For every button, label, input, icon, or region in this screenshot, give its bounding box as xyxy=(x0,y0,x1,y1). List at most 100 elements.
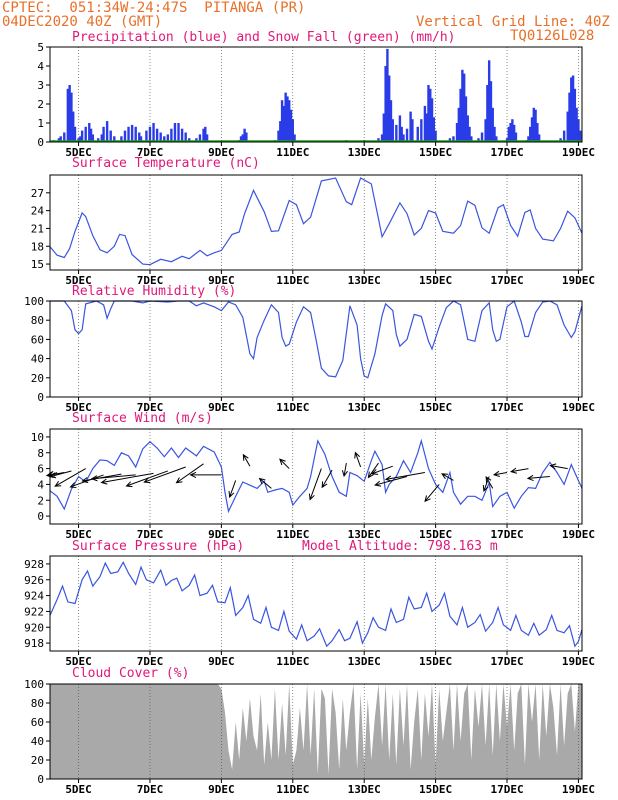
wind-arrow xyxy=(54,468,86,487)
x-tick-label: 9DEC xyxy=(208,401,235,414)
x-tick-label: 11DEC xyxy=(276,783,309,796)
x-tick-label: 5DEC xyxy=(65,783,92,796)
wind-arrow xyxy=(100,472,154,485)
precip-bar xyxy=(79,136,82,142)
precip-bar xyxy=(530,117,534,142)
precip-bar xyxy=(387,75,391,142)
precip-bar xyxy=(70,92,73,142)
x-tick-label: 13DEC xyxy=(348,274,381,287)
wind-arrow xyxy=(509,467,529,474)
y-tick-label: 15 xyxy=(31,258,44,271)
precip-bar xyxy=(173,123,177,142)
x-tick-label: 15DEC xyxy=(419,401,452,414)
x-tick-label: 19DEC xyxy=(562,783,595,796)
precip-bar xyxy=(455,123,459,142)
wind-arrow xyxy=(143,466,186,484)
precip-bar xyxy=(507,126,511,142)
precip-bar xyxy=(489,81,493,142)
panel-title-temperature: Surface Temperature (nC) xyxy=(72,156,260,171)
x-tick-label: 17DEC xyxy=(490,401,523,414)
x-tick-label: 15DEC xyxy=(419,528,452,541)
panel-frame xyxy=(49,555,583,652)
precip-bar xyxy=(57,138,61,142)
panel-title-wind: Surface Wind (m/s) xyxy=(72,411,213,426)
wind-arrow xyxy=(371,465,393,475)
precip-bar xyxy=(575,107,578,142)
x-tick-label: 7DEC xyxy=(137,274,164,287)
wind-arrow xyxy=(175,463,204,484)
y-tick-label: 3 xyxy=(37,79,44,92)
precip-bar xyxy=(84,126,87,142)
y-tick-label: 18 xyxy=(31,240,44,253)
header-date: 04DEC2020 40Z (GMT) xyxy=(2,14,163,30)
y-tick-label: 924 xyxy=(24,590,44,603)
precip-bar xyxy=(566,111,569,142)
precip-bar xyxy=(466,115,469,142)
precip-bar xyxy=(573,88,577,142)
panel-frame xyxy=(49,174,583,271)
precip-bar xyxy=(527,136,530,142)
precip-bar xyxy=(80,130,84,142)
y-tick-label: 40 xyxy=(31,735,44,748)
y-tick-label: 0 xyxy=(37,391,44,404)
y-tick-label: 60 xyxy=(31,716,44,729)
precip-bar xyxy=(432,117,436,142)
precip-bar xyxy=(284,92,287,142)
precip-bar xyxy=(188,138,191,142)
x-tick-label: 13DEC xyxy=(348,146,381,159)
precip-bar xyxy=(105,121,109,142)
x-tick-label: 17DEC xyxy=(490,146,523,159)
wind-arrow xyxy=(49,470,72,479)
precip-bar xyxy=(400,126,403,142)
x-tick-label: 9DEC xyxy=(208,528,235,541)
precip-bar xyxy=(59,136,62,142)
panel-subtitle-altitude: Model Altitude: 798.163 m xyxy=(302,539,498,554)
precip-bar xyxy=(462,73,466,142)
precip-bar xyxy=(127,126,130,142)
x-tick-label: 13DEC xyxy=(348,655,381,668)
precip-bar xyxy=(389,100,393,142)
wind-arrow xyxy=(354,451,362,468)
x-tick-label: 15DEC xyxy=(419,146,452,159)
precip-bar xyxy=(425,113,428,142)
x-tick-label: 11DEC xyxy=(276,274,309,287)
precip-bar xyxy=(139,136,143,142)
precip-bar xyxy=(448,138,452,142)
y-tick-label: 100 xyxy=(24,678,44,691)
y-tick-label: 6 xyxy=(37,463,44,476)
precip-bar xyxy=(380,134,384,142)
precip-bar xyxy=(491,107,494,142)
precip-bar xyxy=(382,113,386,142)
precip-bar xyxy=(470,136,473,142)
precip-bar xyxy=(391,119,394,142)
y-tick-label: 4 xyxy=(37,478,44,491)
y-tick-label: 5 xyxy=(37,41,44,54)
x-tick-label: 5DEC xyxy=(65,401,92,414)
x-tick-label: 7DEC xyxy=(137,783,164,796)
y-tick-label: 20 xyxy=(31,372,44,385)
precip-bar xyxy=(484,119,487,142)
x-tick-label: 7DEC xyxy=(137,655,164,668)
series-line-humidity xyxy=(50,299,583,379)
series-line-pressure xyxy=(49,561,583,648)
precip-bar xyxy=(163,136,166,142)
precip-bar xyxy=(289,109,293,142)
x-tick-label: 5DEC xyxy=(65,146,92,159)
precip-bar xyxy=(145,130,148,142)
precip-bar xyxy=(91,134,95,142)
precip-bar xyxy=(170,128,173,142)
precip-bar xyxy=(536,123,539,142)
precip-bar xyxy=(570,77,573,142)
x-tick-label: 5DEC xyxy=(65,274,92,287)
y-tick-label: 928 xyxy=(24,558,44,571)
precip-bar xyxy=(395,124,398,142)
precip-bar xyxy=(559,138,562,142)
precip-bar xyxy=(512,124,516,142)
panel-pressure: 918 920 922 924 926 928 5DEC 7DEC 9DEC 11DEC 13DEC… xyxy=(24,555,595,668)
x-tick-label: 11DEC xyxy=(276,401,309,414)
precip-bar xyxy=(468,126,471,142)
panel-frame xyxy=(49,428,583,525)
precip-bar xyxy=(461,69,464,142)
precip-bar xyxy=(241,134,245,142)
precip-bar xyxy=(243,128,246,142)
